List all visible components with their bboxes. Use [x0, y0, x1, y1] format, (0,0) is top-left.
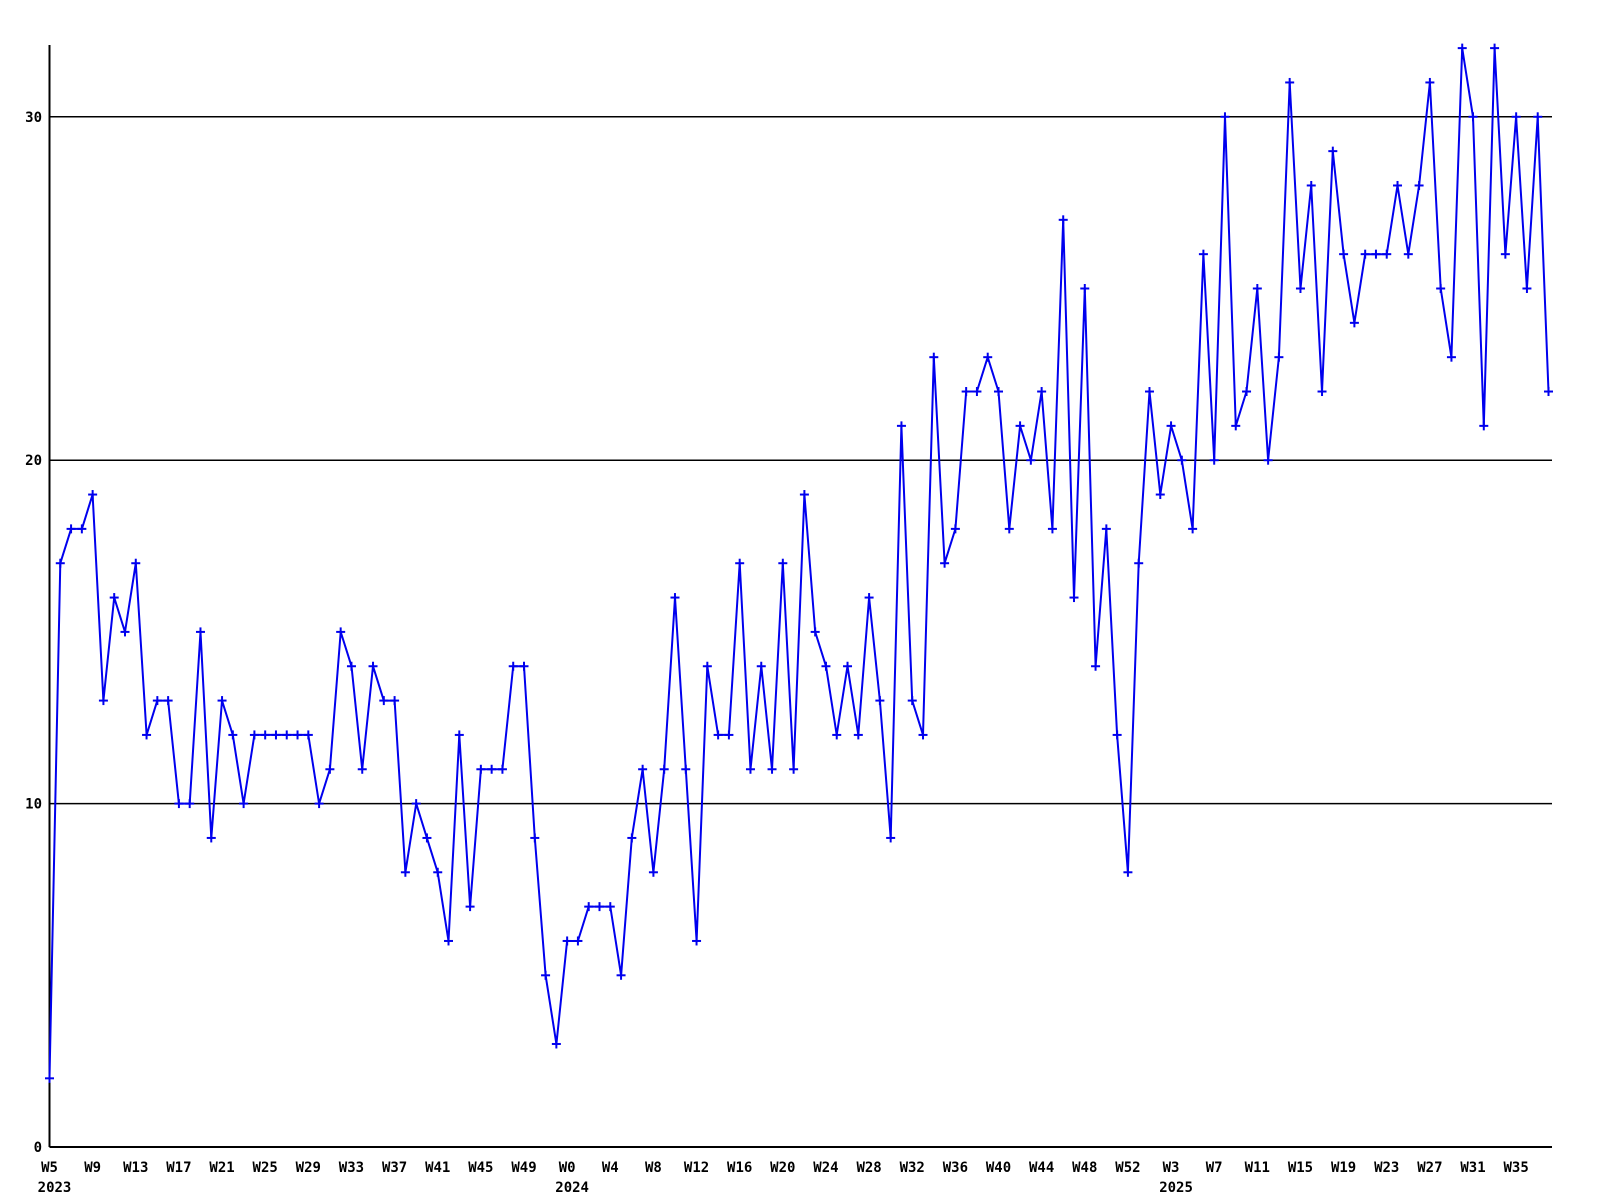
year-label: 2023: [38, 1180, 72, 1196]
x-tick-label: W40: [986, 1160, 1011, 1176]
data-line: [48, 47, 1550, 1079]
x-tick-label: W7: [1206, 1160, 1223, 1176]
x-tick-label: W35: [1503, 1160, 1528, 1176]
x-tick-label: W44: [1029, 1160, 1054, 1176]
x-tick-label: W41: [425, 1160, 450, 1176]
x-tick-label: W19: [1331, 1160, 1356, 1176]
x-tick-label: W20: [770, 1160, 795, 1176]
x-tick-label: W52: [1115, 1160, 1140, 1176]
x-tick-label: W37: [382, 1160, 407, 1176]
x-tick-label: W4: [602, 1160, 619, 1176]
x-tick-label: W0: [559, 1160, 576, 1176]
x-tick-label: W28: [856, 1160, 881, 1176]
x-tick-label: W32: [900, 1160, 925, 1176]
x-tick-label: W5: [41, 1160, 58, 1176]
x-tick-label: W24: [813, 1160, 838, 1176]
year-label: 2025: [1159, 1180, 1193, 1196]
data-point-markers: [45, 43, 1553, 1083]
year-label: 2024: [555, 1180, 589, 1196]
x-tick-label: W33: [339, 1160, 364, 1176]
y-tick-label: 20: [25, 453, 42, 469]
x-tick-label: W21: [209, 1160, 234, 1176]
y-tick-label: 0: [34, 1140, 42, 1156]
x-tick-label: W23: [1374, 1160, 1399, 1176]
x-tick-label: W12: [684, 1160, 709, 1176]
x-tick-label: W49: [511, 1160, 536, 1176]
x-tick-label: W29: [296, 1160, 321, 1176]
x-tick-label: W25: [253, 1160, 278, 1176]
x-tick-label: W13: [123, 1160, 148, 1176]
y-tick-label: 30: [25, 110, 42, 126]
x-tick-label: W16: [727, 1160, 752, 1176]
x-tick-label: W17: [166, 1160, 191, 1176]
x-tick-label: W8: [645, 1160, 662, 1176]
y-tick-label: 10: [25, 797, 42, 813]
x-tick-label: W11: [1245, 1160, 1270, 1176]
x-tick-label: W48: [1072, 1160, 1097, 1176]
x-tick-label: W36: [943, 1160, 968, 1176]
x-tick-label: W9: [84, 1160, 101, 1176]
x-tick-label: W3: [1163, 1160, 1180, 1176]
x-tick-label: W27: [1417, 1160, 1442, 1176]
x-tick-label: W45: [468, 1160, 493, 1176]
x-tick-label: W15: [1288, 1160, 1313, 1176]
x-tick-label: W31: [1460, 1160, 1485, 1176]
